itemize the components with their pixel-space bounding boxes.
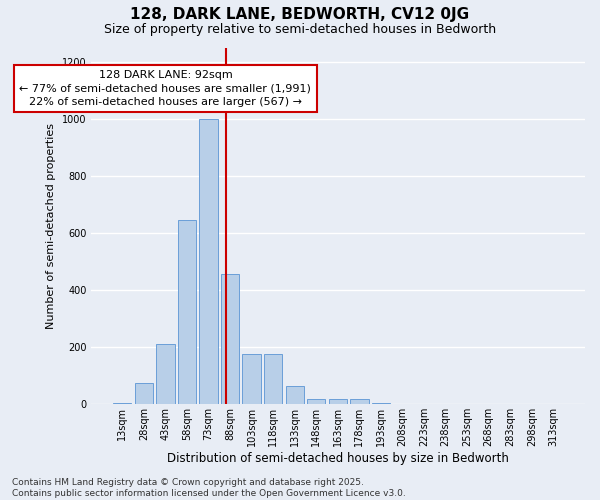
Bar xyxy=(199,119,218,405)
Bar xyxy=(350,398,368,404)
Bar xyxy=(286,386,304,404)
Y-axis label: Number of semi-detached properties: Number of semi-detached properties xyxy=(46,123,56,329)
Bar xyxy=(242,354,261,405)
Bar xyxy=(156,344,175,405)
Text: 128 DARK LANE: 92sqm
← 77% of semi-detached houses are smaller (1,991)
22% of se: 128 DARK LANE: 92sqm ← 77% of semi-detac… xyxy=(19,70,311,106)
Bar xyxy=(307,398,325,404)
Bar xyxy=(372,403,390,404)
Bar xyxy=(134,383,153,404)
Text: 128, DARK LANE, BEDWORTH, CV12 0JG: 128, DARK LANE, BEDWORTH, CV12 0JG xyxy=(130,8,470,22)
Bar xyxy=(178,220,196,404)
Text: Contains HM Land Registry data © Crown copyright and database right 2025.
Contai: Contains HM Land Registry data © Crown c… xyxy=(12,478,406,498)
Text: Size of property relative to semi-detached houses in Bedworth: Size of property relative to semi-detach… xyxy=(104,22,496,36)
X-axis label: Distribution of semi-detached houses by size in Bedworth: Distribution of semi-detached houses by … xyxy=(167,452,509,465)
Bar xyxy=(329,398,347,404)
Bar xyxy=(113,403,131,404)
Bar xyxy=(264,354,283,405)
Bar xyxy=(221,274,239,404)
